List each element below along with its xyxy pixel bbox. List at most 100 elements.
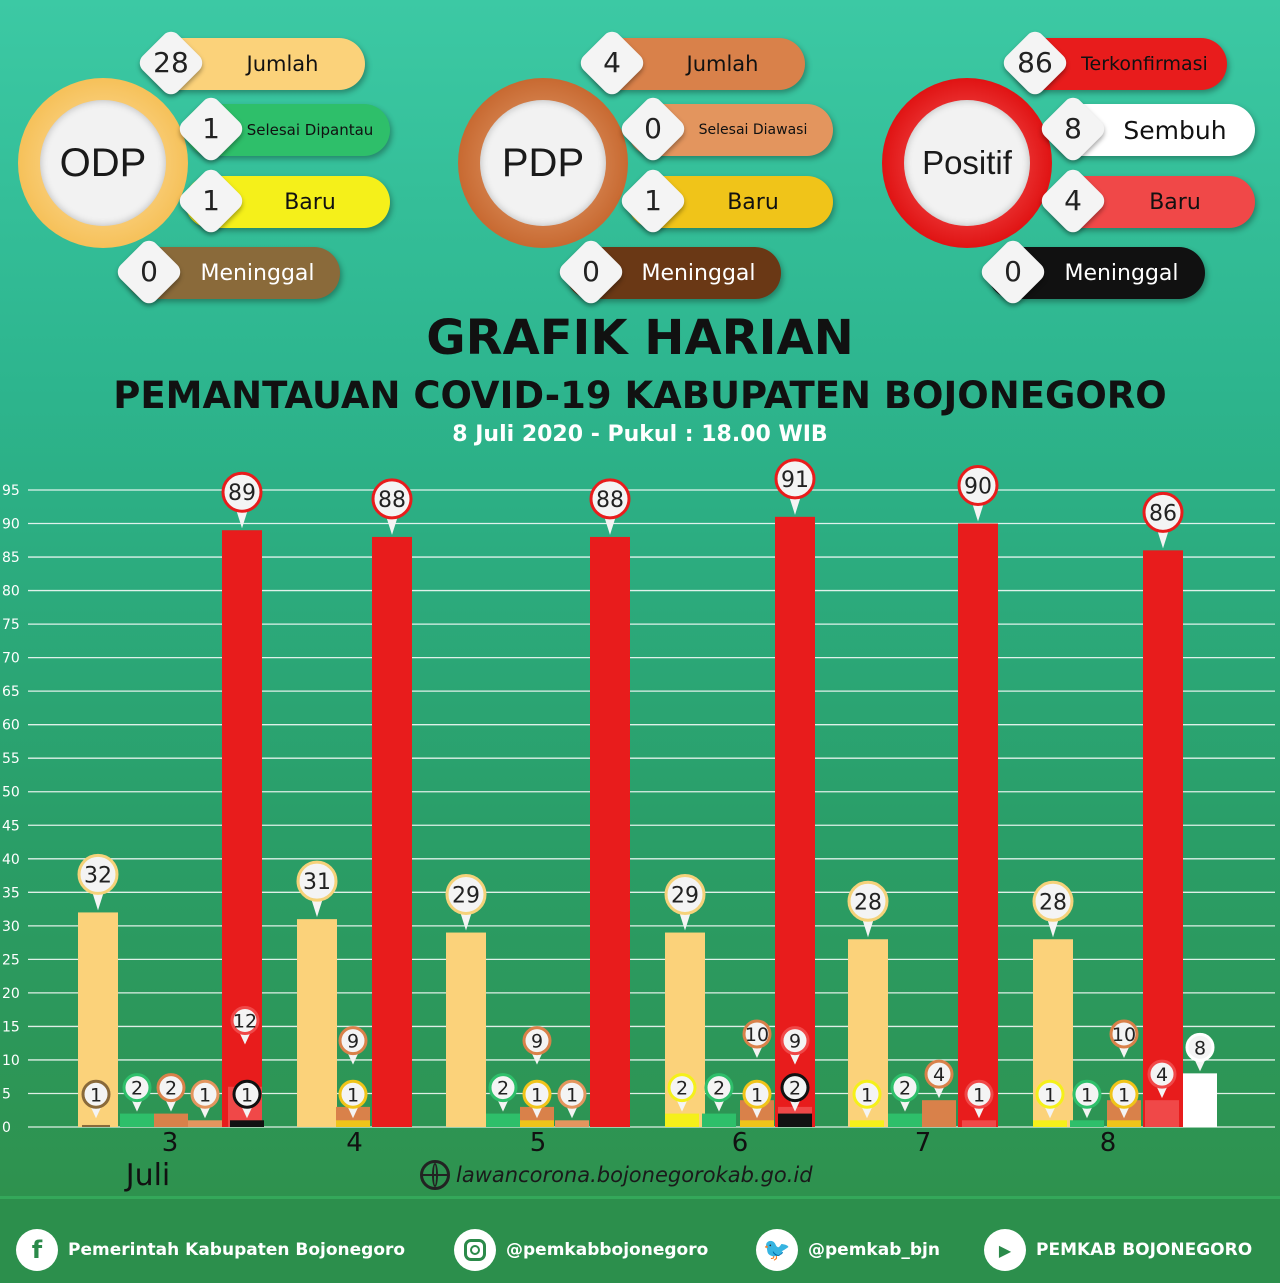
positif-sembuh-num: 8 <box>1064 112 1082 145</box>
pin-pdp-baru-label: 1 <box>1118 1084 1130 1106</box>
pin-positif-terkonfirmasi-label: 86 <box>1149 501 1177 526</box>
pin-pdp-baru-label: 1 <box>347 1084 359 1106</box>
pin-pdp-jumlah-pointer <box>531 1051 543 1065</box>
x-tick-label: 3 <box>162 1128 179 1158</box>
bar-odp-selesai <box>888 1113 922 1127</box>
pdp-baru-label: Baru <box>727 189 779 215</box>
bar-pdp-jumlah <box>922 1100 956 1127</box>
pin-positif-terkonfirmasi-bubble <box>221 471 263 513</box>
bar-extra <box>82 1124 110 1127</box>
pin-pdp-jumlah-label: 9 <box>531 1031 543 1053</box>
instagram-icon <box>454 1229 496 1271</box>
pin-pdp-selesai-bubble <box>190 1079 220 1109</box>
bar-odp-baru <box>1033 1120 1067 1127</box>
pin-pdp-jumlah-bubble <box>924 1059 954 1089</box>
pin-odp-jumlah-label: 28 <box>1039 890 1067 915</box>
positif-ring-center: Positif <box>904 100 1030 226</box>
pin-pdp-selesai-pointer <box>566 1105 578 1119</box>
youtube-icon: ▶ <box>984 1229 1026 1271</box>
twitter-icon: 🐦 <box>756 1229 798 1271</box>
y-tick-label: 65 <box>2 684 20 700</box>
globe-icon <box>420 1160 450 1190</box>
y-tick-label: 15 <box>2 1019 20 1035</box>
positif-baru-label: Baru <box>1149 189 1201 215</box>
pin-pdp-jumlah-bubble <box>522 1026 552 1056</box>
footer-youtube[interactable]: ▶ PEMKAB BOJONEGORO <box>984 1226 1252 1274</box>
bar-positif-terkonfirmasi <box>958 523 998 1127</box>
website-text: lawancorona.bojonegorokab.go.id <box>456 1163 813 1187</box>
pin-positif-terkonfirmasi-bubble <box>774 458 816 500</box>
chart-subtitle: PEMANTAUAN COVID-19 KABUPATEN BOJONEGORO <box>113 374 1167 417</box>
odp-meninggal-num: 0 <box>140 255 158 288</box>
pin-positif-terkonfirmasi-pointer <box>789 495 801 515</box>
website-link[interactable]: lawancorona.bojonegorokab.go.id <box>420 1160 813 1190</box>
y-tick-label: 20 <box>2 986 20 1002</box>
odp-baru-num: 1 <box>202 184 220 217</box>
pin-positif-terkonfirmasi-bubble <box>371 478 413 520</box>
pin-odp-jumlah-bubble <box>664 874 706 916</box>
pin-odp-jumlah-bubble <box>1032 880 1074 922</box>
month-label: Juli <box>124 1158 171 1193</box>
pin-positif-terkonfirmasi-label: 88 <box>596 488 624 513</box>
pin-odp-baru-pointer <box>861 1105 873 1119</box>
chart-date: 8 Juli 2020 - Pukul : 18.00 WIB <box>452 422 828 447</box>
pin-extra-pointer <box>90 1105 102 1119</box>
pin-odp-selesai-pointer <box>713 1098 725 1112</box>
pin-pdp-jumlah-label: 9 <box>347 1031 359 1053</box>
footer-twitter[interactable]: 🐦 @pemkab_bjn <box>756 1226 940 1274</box>
bar-odp-baru <box>665 1113 699 1127</box>
odp-jumlah-num: 28 <box>153 46 189 79</box>
odp-label: ODP <box>59 140 147 185</box>
pin-odp-baru-bubble <box>1035 1079 1065 1109</box>
odp-baru-label: Baru <box>284 189 336 215</box>
pin-pdp-selesai-pointer <box>199 1105 211 1119</box>
pin-positif-baru-pointer <box>789 1051 801 1065</box>
bar-pdp-selesai <box>188 1120 222 1127</box>
bar-pdp-baru <box>740 1120 774 1127</box>
bar-positif-terkonfirmasi <box>1143 550 1183 1127</box>
bar-odp-selesai <box>1070 1120 1104 1127</box>
pin-positif-meninggal-pointer <box>241 1105 253 1119</box>
pin-positif-terkonfirmasi-label: 88 <box>378 488 406 513</box>
pdp-selesai-label: Selesai Diawasi <box>698 122 808 138</box>
bar-pdp-jumlah <box>154 1113 188 1127</box>
pdp-ring-center: PDP <box>480 100 606 226</box>
youtube-text: PEMKAB BOJONEGORO <box>1036 1240 1253 1260</box>
footer-instagram[interactable]: @pemkabbojonegoro <box>454 1226 708 1274</box>
pin-odp-selesai-bubble <box>704 1073 734 1103</box>
pin-positif-terkonfirmasi-label: 89 <box>228 481 256 506</box>
x-tick-label: 5 <box>530 1128 547 1158</box>
pin-pdp-baru-bubble <box>742 1079 772 1109</box>
pin-odp-baru-bubble <box>852 1079 882 1109</box>
y-tick-label: 35 <box>2 885 20 901</box>
pdp-jumlah-label: Jumlah <box>686 52 759 76</box>
pin-odp-selesai-bubble <box>122 1073 152 1103</box>
bar-odp-selesai <box>486 1113 520 1127</box>
odp-ring-center: ODP <box>40 100 166 226</box>
pin-odp-jumlah-bubble <box>296 860 338 902</box>
positif-sembuh-label: Sembuh <box>1123 115 1227 145</box>
y-tick-label: 75 <box>2 617 20 633</box>
pdp-meninggal-label: Meninggal <box>641 260 756 286</box>
bar-odp-selesai <box>120 1113 154 1127</box>
pin-pdp-jumlah-pointer <box>1118 1044 1130 1058</box>
pin-positif-terkonfirmasi-pointer <box>604 515 616 535</box>
y-tick-label: 30 <box>2 919 20 935</box>
pin-odp-jumlah-bubble <box>847 880 889 922</box>
y-tick-label: 85 <box>2 550 20 566</box>
footer-facebook[interactable]: f Pemerintah Kabupaten Bojonegoro <box>16 1226 405 1274</box>
pin-odp-selesai-pointer <box>899 1098 911 1112</box>
pin-odp-jumlah-label: 28 <box>854 890 882 915</box>
pin-odp-jumlah-pointer <box>311 898 323 918</box>
y-tick-label: 70 <box>2 651 20 667</box>
bar-pdp-baru <box>1107 1120 1141 1127</box>
bar-positif-meninggal <box>230 1120 264 1127</box>
pin-positif-baru-bubble <box>230 1006 260 1036</box>
pin-positif-terkonfirmasi-pointer <box>386 515 398 535</box>
x-tick-label: 7 <box>915 1128 932 1158</box>
pin-positif-baru-label: 9 <box>789 1031 801 1053</box>
pin-odp-baru-pointer <box>1044 1105 1056 1119</box>
x-tick-label: 4 <box>346 1128 363 1158</box>
pdp-label: PDP <box>501 140 585 185</box>
y-tick-label: 80 <box>2 584 20 600</box>
